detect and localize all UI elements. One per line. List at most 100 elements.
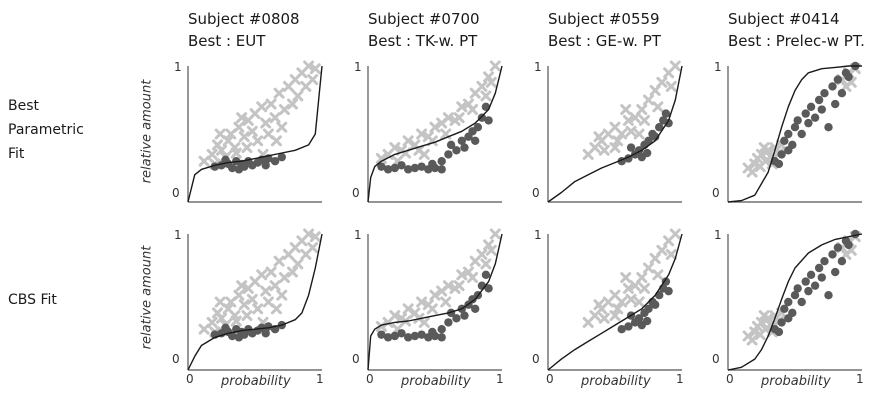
cross-marker — [593, 299, 605, 311]
dot-marker — [437, 165, 446, 174]
cross-marker — [375, 152, 387, 164]
dot-marker — [777, 318, 786, 327]
cross-marker — [652, 101, 664, 113]
cross-marker — [620, 104, 632, 116]
dot-marker — [801, 277, 810, 286]
dot-marker — [484, 284, 493, 293]
dot-marker — [661, 277, 671, 286]
dot-marker — [417, 162, 426, 171]
cross-marker — [665, 248, 677, 260]
cross-marker — [418, 148, 430, 160]
column-title-1: Subject #0808 Best : EUT — [188, 8, 300, 52]
dot-marker — [428, 327, 437, 337]
dot-marker — [784, 314, 793, 323]
cross-marker — [656, 244, 668, 256]
dot-marker — [477, 113, 487, 122]
cross-marker — [609, 310, 621, 322]
dot-marker — [664, 118, 673, 128]
cross-marker — [440, 296, 452, 308]
cross-marker — [633, 296, 645, 308]
cross-marker — [276, 289, 288, 301]
column-title-3: Subject #0559 Best : GE-w. PT — [548, 8, 661, 52]
dot-marker — [828, 82, 837, 91]
dot-marker — [437, 333, 446, 342]
dot-marker — [837, 89, 847, 98]
cross-marker — [287, 98, 299, 110]
panel-2-2 — [367, 228, 503, 371]
dot-marker — [228, 163, 237, 173]
dot-marker — [473, 123, 483, 132]
cross-marker — [625, 125, 637, 137]
y-tick-top: 1 — [534, 60, 542, 74]
cross-marker — [246, 125, 258, 137]
cross-marker — [467, 104, 479, 116]
cross-marker — [252, 303, 264, 315]
dot-marker — [437, 325, 446, 334]
dot-marker — [452, 146, 461, 155]
cross-marker — [236, 112, 248, 124]
dot-marker — [777, 150, 786, 159]
x-axis-label-3: probability — [581, 374, 651, 389]
dot-marker — [824, 123, 833, 132]
y-tick-bottom: 0 — [532, 186, 540, 200]
dot-marker — [824, 291, 833, 300]
cross-marker — [638, 282, 650, 294]
dot-marker — [780, 304, 789, 313]
dot-marker — [228, 331, 237, 341]
dot-marker — [234, 165, 244, 174]
dot-marker — [428, 159, 437, 169]
dot-marker — [634, 314, 644, 323]
cross-marker — [307, 74, 319, 86]
dot-marker — [261, 161, 270, 170]
cross-marker — [214, 296, 226, 308]
dot-marker — [642, 148, 652, 158]
dot-marker — [624, 322, 633, 331]
cross-marker — [292, 258, 304, 270]
fit-curve — [187, 233, 323, 371]
cross-marker — [278, 272, 290, 284]
dot-marker — [784, 146, 793, 155]
dot-marker — [234, 333, 244, 342]
y-tick-top: 1 — [354, 60, 362, 74]
cross-marker — [214, 128, 226, 140]
cross-marker — [453, 280, 465, 292]
dot-marker — [457, 136, 466, 145]
dot-marker — [644, 304, 653, 313]
y-tick-top: 1 — [534, 228, 542, 242]
fit-curve — [547, 65, 683, 203]
cross-marker — [260, 285, 272, 297]
dot-marker — [484, 116, 493, 125]
dot-marker — [404, 165, 413, 174]
x-tick-1: 1 — [676, 372, 684, 386]
cross-marker — [216, 144, 227, 156]
fit-curve — [727, 233, 863, 371]
cross-marker — [233, 289, 245, 301]
cross-marker — [309, 231, 321, 243]
dot-marker — [828, 250, 837, 259]
dot-marker — [774, 327, 784, 337]
cross-marker — [652, 269, 664, 281]
dot-marker — [410, 163, 420, 173]
cross-marker — [269, 280, 281, 292]
cross-marker — [230, 147, 242, 159]
cross-marker — [754, 329, 766, 341]
cross-marker — [402, 303, 414, 315]
panel-1-2 — [367, 60, 503, 203]
x-tick-0: 0 — [186, 372, 194, 386]
cross-marker — [206, 148, 218, 160]
cross-marker — [273, 87, 285, 99]
panel-2-1 — [187, 228, 323, 371]
dot-marker — [831, 99, 840, 109]
y-tick-bottom-row2: 0 — [172, 352, 180, 366]
cross-marker — [375, 320, 387, 332]
dot-marker — [626, 143, 636, 152]
dot-marker — [790, 291, 800, 300]
dot-marker — [437, 157, 446, 166]
dot-marker — [797, 129, 806, 139]
cross-marker — [230, 315, 242, 327]
cross-marker — [260, 117, 272, 129]
row-label-line: Parametric — [8, 122, 84, 138]
best-model-label: Best : Prelec-w PT. — [728, 32, 865, 50]
dot-marker — [460, 143, 469, 152]
dot-marker — [831, 267, 840, 277]
